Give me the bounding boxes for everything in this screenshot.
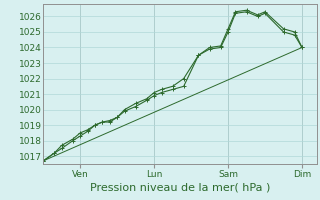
X-axis label: Pression niveau de la mer( hPa ): Pression niveau de la mer( hPa ) (90, 183, 270, 193)
